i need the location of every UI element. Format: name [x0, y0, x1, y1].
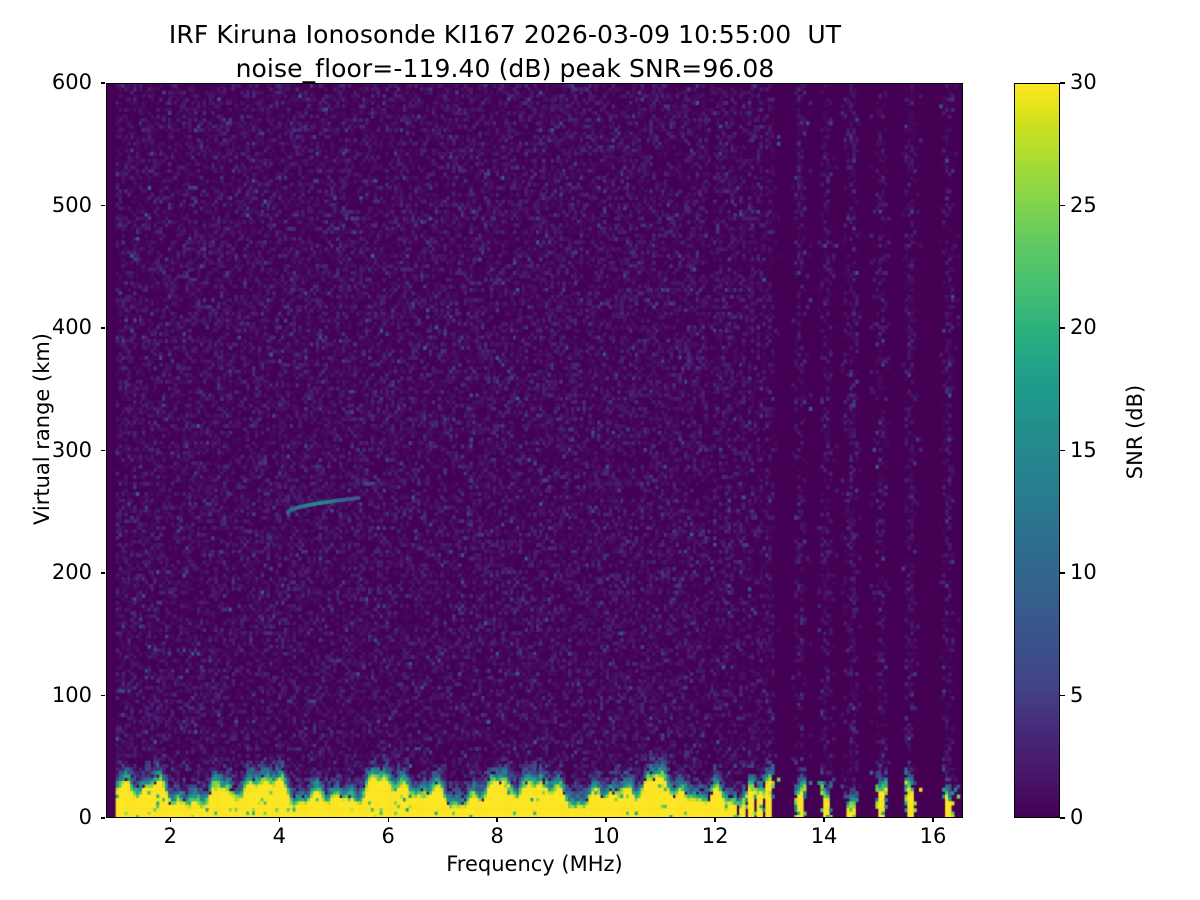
x-tick-label: 8	[490, 824, 504, 848]
colorbar-tick-label: 10	[1070, 560, 1097, 584]
colorbar-tick-mark	[1060, 204, 1065, 207]
y-tick-label: 400	[51, 315, 92, 339]
x-axis-label: Frequency (MHz)	[446, 852, 623, 876]
y-tick-label: 600	[51, 70, 92, 94]
y-tick-mark	[101, 82, 105, 84]
x-tick-label: 4	[272, 824, 286, 848]
colorbar-label: SNR (dB)	[1123, 384, 1147, 480]
ionogram-heatmap-canvas	[107, 84, 962, 817]
y-tick-mark	[101, 817, 105, 819]
y-tick-mark	[101, 204, 105, 207]
colorbar-tick-label: 15	[1070, 437, 1097, 462]
x-tick-mark	[714, 818, 716, 822]
colorbar-tick-label: 20	[1070, 315, 1097, 339]
x-tick-label: 6	[381, 824, 395, 848]
x-tick-mark	[605, 818, 607, 822]
colorbar-tick-mark	[1060, 327, 1065, 329]
x-tick-mark	[387, 818, 389, 822]
colorbar-tick-mark	[1060, 694, 1065, 697]
y-tick-label: 200	[51, 560, 92, 584]
colorbar-tick-mark	[1060, 817, 1065, 819]
y-tick-mark	[101, 327, 105, 329]
ionogram-plot-area	[106, 83, 963, 818]
colorbar	[1014, 83, 1060, 818]
y-tick-mark	[101, 694, 105, 697]
y-tick-mark	[101, 449, 105, 452]
x-tick-label: 14	[810, 824, 838, 848]
x-tick-label: 2	[163, 824, 177, 848]
x-tick-label: 10	[592, 824, 620, 848]
title-line-2: noise_floor=-119.40 (dB) peak SNR=96.08	[235, 54, 775, 83]
colorbar-tick-label: 25	[1070, 192, 1097, 217]
y-tick-label: 0	[78, 805, 92, 829]
title-line-1: IRF Kiruna Ionosonde KI167 2026-03-09 10…	[168, 20, 842, 49]
x-tick-mark	[823, 818, 825, 822]
colorbar-tick-label: 30	[1070, 70, 1097, 94]
x-tick-mark	[932, 818, 934, 822]
y-tick-mark	[101, 572, 105, 574]
y-tick-label: 300	[51, 437, 92, 462]
x-tick-mark	[496, 818, 498, 822]
colorbar-tick-mark	[1060, 449, 1065, 452]
colorbar-tick-mark	[1060, 82, 1065, 84]
x-tick-label: 12	[701, 824, 729, 848]
y-tick-label: 100	[51, 682, 92, 707]
x-tick-mark	[278, 818, 280, 822]
colorbar-tick-label: 0	[1070, 805, 1084, 829]
colorbar-tick-label: 5	[1070, 682, 1084, 707]
figure-title: IRF Kiruna Ionosonde KI167 2026-03-09 10…	[0, 18, 1010, 86]
colorbar-tick-mark	[1060, 572, 1065, 574]
y-axis-label: Virtual range (km)	[30, 332, 54, 526]
x-tick-mark	[169, 818, 171, 822]
y-tick-label: 500	[51, 192, 92, 217]
x-tick-label: 16	[919, 824, 947, 848]
